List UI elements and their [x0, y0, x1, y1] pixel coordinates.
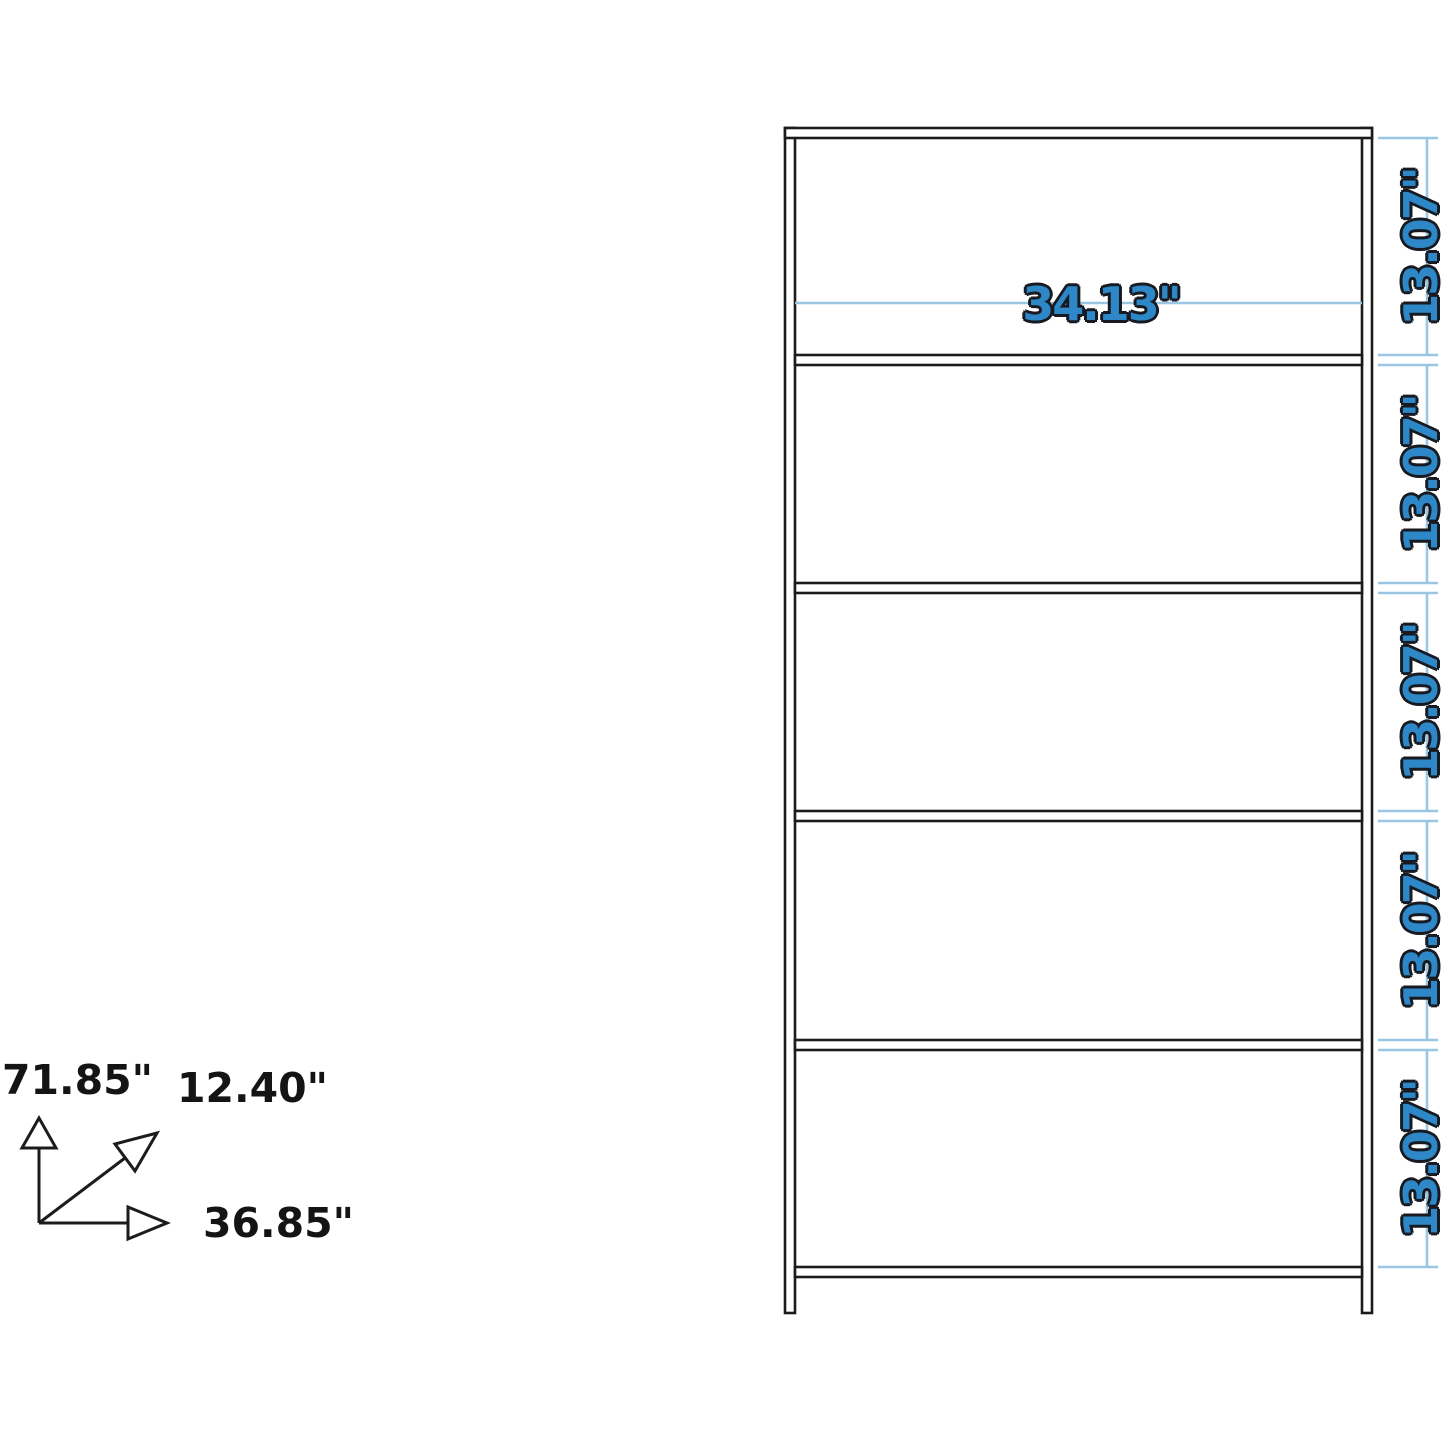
shelf-board-4: [793, 1038, 1364, 1052]
shelf-height-dimension-label-1: 13.07": [1394, 168, 1445, 326]
shelf-board-bottom: [793, 1265, 1364, 1279]
overall-depth-label: 12.40": [177, 1064, 329, 1112]
shelf-height-dimension-label-2: 13.07": [1394, 395, 1445, 553]
axis-width-arrowhead-icon: [126, 1204, 171, 1242]
shelf-height-dimension-label-3: 13.07": [1394, 623, 1445, 781]
axis-depth-arrowhead-icon: [112, 1130, 161, 1174]
axis-height-arrowhead-icon: [19, 1114, 59, 1150]
cabinet-top-board: [783, 126, 1374, 140]
shelf-board-1: [793, 353, 1364, 367]
overall-height-label: 71.85": [2, 1056, 154, 1104]
interior-width-dimension-label: 34.13": [1022, 277, 1181, 331]
shelf-board-2: [793, 581, 1364, 595]
shelf-height-dimension-label-4: 13.07": [1394, 852, 1445, 1010]
shelf-height-dimension-label-5: 13.07": [1394, 1080, 1445, 1238]
cabinet-right-panel: [1360, 126, 1374, 1315]
axis-depth-arrow: [38, 1156, 126, 1225]
shelf-board-3: [793, 809, 1364, 823]
overall-width-label: 36.85": [203, 1199, 355, 1247]
cabinet-left-panel: [783, 126, 797, 1315]
